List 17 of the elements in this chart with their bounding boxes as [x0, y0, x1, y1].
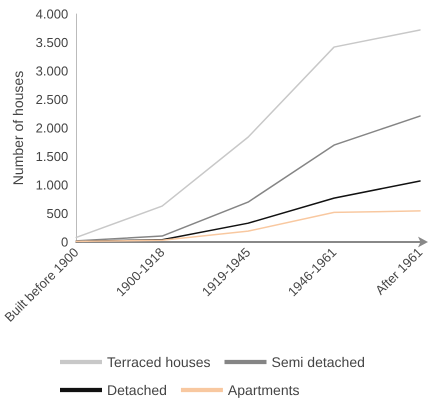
- line-series: [75, 210, 421, 242]
- y-tick-label: 2.500: [36, 92, 68, 107]
- y-tick-label: 3.500: [36, 35, 68, 50]
- legend-label: Semi detached: [272, 354, 365, 370]
- y-tick-label: 1.000: [36, 178, 68, 192]
- y-tick-label: 2.000: [36, 120, 68, 136]
- y-axis-title: Number of houses: [10, 70, 26, 186]
- y-tick-label: 0: [60, 234, 68, 250]
- y-tick-label: 3.000: [36, 64, 68, 78]
- y-tick-label: 500: [46, 206, 68, 221]
- y-tick-label: 4.000: [36, 6, 68, 22]
- line-series: [75, 115, 421, 242]
- legend-label: Terraced houses: [107, 354, 211, 370]
- y-tick-label: 1.500: [36, 149, 68, 164]
- legend-label: Detached: [107, 382, 167, 398]
- line-series: [75, 29, 421, 238]
- legend-label: Apartments: [228, 382, 300, 398]
